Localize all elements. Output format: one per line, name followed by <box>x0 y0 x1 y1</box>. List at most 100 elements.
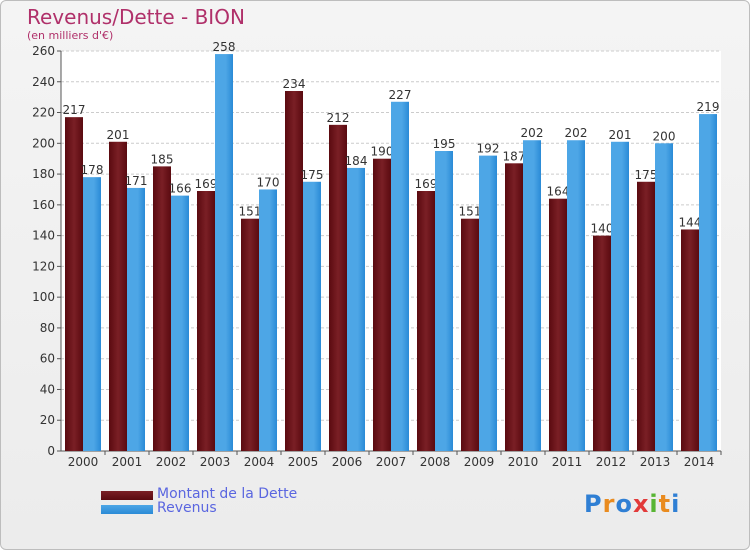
value-label-dette: 201 <box>107 128 130 142</box>
x-tick-label: 2008 <box>420 455 451 469</box>
value-label-dette: 164 <box>547 185 570 199</box>
bar-dette <box>241 218 259 451</box>
value-label-revenus: 200 <box>653 129 676 143</box>
bar-revenus <box>215 54 233 451</box>
bar-dette <box>109 141 127 451</box>
chart-subtitle: (en milliers d'€) <box>27 29 114 42</box>
x-tick-label: 2014 <box>684 455 715 469</box>
y-tick-label: 220 <box>32 106 55 120</box>
x-tick-label: 2000 <box>68 455 99 469</box>
x-tick-label: 2005 <box>288 455 319 469</box>
bar-revenus <box>611 141 629 451</box>
bar-revenus <box>83 177 101 451</box>
bar-revenus <box>171 195 189 451</box>
y-tick-label: 140 <box>32 229 55 243</box>
value-label-revenus: 202 <box>565 126 588 140</box>
logo-letter: o <box>615 490 633 518</box>
value-label-dette: 175 <box>635 168 658 182</box>
x-tick-label: 2004 <box>244 455 275 469</box>
x-tick-label: 2010 <box>508 455 539 469</box>
bar-dette <box>505 163 523 452</box>
logo-letter: x <box>632 490 650 518</box>
bar-revenus <box>479 155 497 451</box>
proxiti-logo: Proxiti <box>584 490 680 518</box>
legend-label-revenus: Revenus <box>157 500 217 516</box>
y-tick-label: 200 <box>32 136 55 150</box>
value-label-revenus: 192 <box>477 142 500 156</box>
value-label-revenus: 201 <box>609 128 632 142</box>
logo-letter: i <box>671 490 681 518</box>
bar-revenus <box>303 181 321 451</box>
value-label-dette: 169 <box>195 177 218 191</box>
x-tick-label: 2001 <box>112 455 143 469</box>
chart-title: Revenus/Dette - BION <box>27 5 245 29</box>
x-tick-label: 2002 <box>156 455 187 469</box>
bar-dette <box>593 235 611 451</box>
bar-revenus <box>523 140 541 451</box>
logo-letter: i <box>649 490 659 518</box>
bar-dette <box>65 117 83 452</box>
value-label-revenus: 170 <box>257 175 280 189</box>
bar-revenus <box>347 167 365 451</box>
logo-letter: r <box>602 490 616 518</box>
value-label-dette: 151 <box>459 205 482 219</box>
bar-dette <box>197 191 215 451</box>
bar-revenus <box>567 140 585 451</box>
x-tick-label: 2003 <box>200 455 231 469</box>
bar-revenus <box>655 143 673 452</box>
value-label-revenus: 166 <box>169 182 192 196</box>
value-label-revenus: 258 <box>213 40 236 54</box>
y-tick-label: 80 <box>40 321 55 335</box>
bar-revenus <box>435 151 453 451</box>
value-label-revenus: 227 <box>389 88 412 102</box>
value-label-dette: 217 <box>63 103 86 117</box>
value-label-revenus: 202 <box>521 126 544 140</box>
x-tick-label: 2007 <box>376 455 407 469</box>
value-label-dette: 169 <box>415 177 438 191</box>
x-tick-label: 2006 <box>332 455 363 469</box>
bar-dette <box>637 181 655 451</box>
y-tick-label: 20 <box>40 413 55 427</box>
value-label-revenus: 175 <box>301 168 324 182</box>
value-label-dette: 187 <box>503 149 526 163</box>
x-tick-label: 2009 <box>464 455 495 469</box>
x-tick-label: 2011 <box>552 455 583 469</box>
bar-dette <box>549 198 567 451</box>
value-label-dette: 234 <box>283 77 306 91</box>
value-label-revenus: 184 <box>345 154 368 168</box>
logo-letter: t <box>658 490 672 518</box>
value-label-revenus: 219 <box>697 100 720 114</box>
x-tick-label: 2013 <box>640 455 671 469</box>
bar-dette <box>461 218 479 451</box>
bar-revenus <box>391 101 409 452</box>
legend-swatch-revenus <box>101 505 153 514</box>
y-tick-label: 60 <box>40 352 55 366</box>
bar-revenus <box>699 114 717 452</box>
bar-dette <box>417 191 435 451</box>
value-label-dette: 140 <box>591 222 614 236</box>
bar-dette <box>153 166 171 451</box>
y-tick-label: 0 <box>47 444 55 458</box>
value-label-revenus: 178 <box>81 163 104 177</box>
y-tick-label: 100 <box>32 290 55 304</box>
y-tick-label: 180 <box>32 167 55 181</box>
x-tick-label: 2012 <box>596 455 627 469</box>
y-tick-label: 260 <box>32 44 55 58</box>
value-label-dette: 212 <box>327 111 350 125</box>
bar-dette <box>285 91 303 451</box>
value-label-revenus: 195 <box>433 137 456 151</box>
logo-letter: P <box>584 490 603 518</box>
bar-dette <box>329 124 347 451</box>
y-tick-label: 240 <box>32 75 55 89</box>
value-label-dette: 151 <box>239 205 262 219</box>
legend-swatch-dette <box>101 491 153 500</box>
bar-dette <box>373 158 391 451</box>
bar-dette <box>681 229 699 451</box>
value-label-dette: 144 <box>679 215 702 229</box>
legend-label-dette: Montant de la Dette <box>157 486 298 502</box>
bar-revenus <box>259 189 277 451</box>
y-tick-label: 40 <box>40 382 55 396</box>
value-label-dette: 190 <box>371 145 394 159</box>
